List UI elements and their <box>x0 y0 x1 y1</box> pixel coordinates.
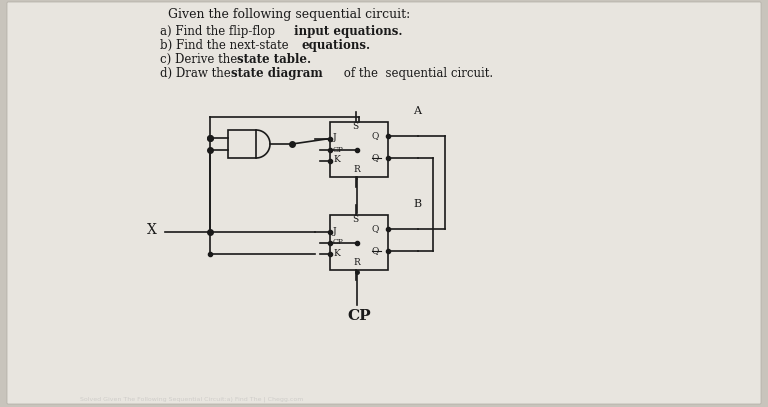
Text: J: J <box>333 227 336 236</box>
Text: J: J <box>333 133 336 142</box>
Text: Q: Q <box>372 153 379 162</box>
Text: input equations.: input equations. <box>294 25 402 38</box>
Text: a) Find the flip-flop: a) Find the flip-flop <box>160 25 279 38</box>
Text: state diagram: state diagram <box>231 67 323 80</box>
Text: R: R <box>353 165 360 174</box>
Bar <box>330 215 388 270</box>
Bar <box>330 122 388 177</box>
FancyBboxPatch shape <box>7 2 761 404</box>
Text: Solved Given The Following Sequential Circuit:a) Find The | Chegg.com: Solved Given The Following Sequential Ci… <box>80 396 303 401</box>
Text: A: A <box>413 106 421 116</box>
Text: CP: CP <box>333 239 344 247</box>
Text: K: K <box>333 249 340 258</box>
Text: CP: CP <box>333 145 344 153</box>
Text: S: S <box>352 215 358 224</box>
Text: S: S <box>352 122 358 131</box>
Text: R: R <box>353 258 360 267</box>
Text: K: K <box>333 155 340 164</box>
Text: c) Derive the: c) Derive the <box>160 53 241 66</box>
Text: equations.: equations. <box>302 39 371 52</box>
Text: Q: Q <box>372 224 379 233</box>
Text: d) Draw the: d) Draw the <box>160 67 234 80</box>
Text: state table.: state table. <box>237 53 311 66</box>
Text: Given the following sequential circuit:: Given the following sequential circuit: <box>168 8 410 21</box>
Text: Q: Q <box>372 131 379 140</box>
Text: Q: Q <box>372 246 379 255</box>
Text: B: B <box>413 199 421 209</box>
Text: X: X <box>147 223 157 238</box>
Text: of the  sequential circuit.: of the sequential circuit. <box>340 67 493 80</box>
Bar <box>228 130 256 158</box>
Text: CP: CP <box>347 309 371 323</box>
Text: b) Find the next-state: b) Find the next-state <box>160 39 293 52</box>
